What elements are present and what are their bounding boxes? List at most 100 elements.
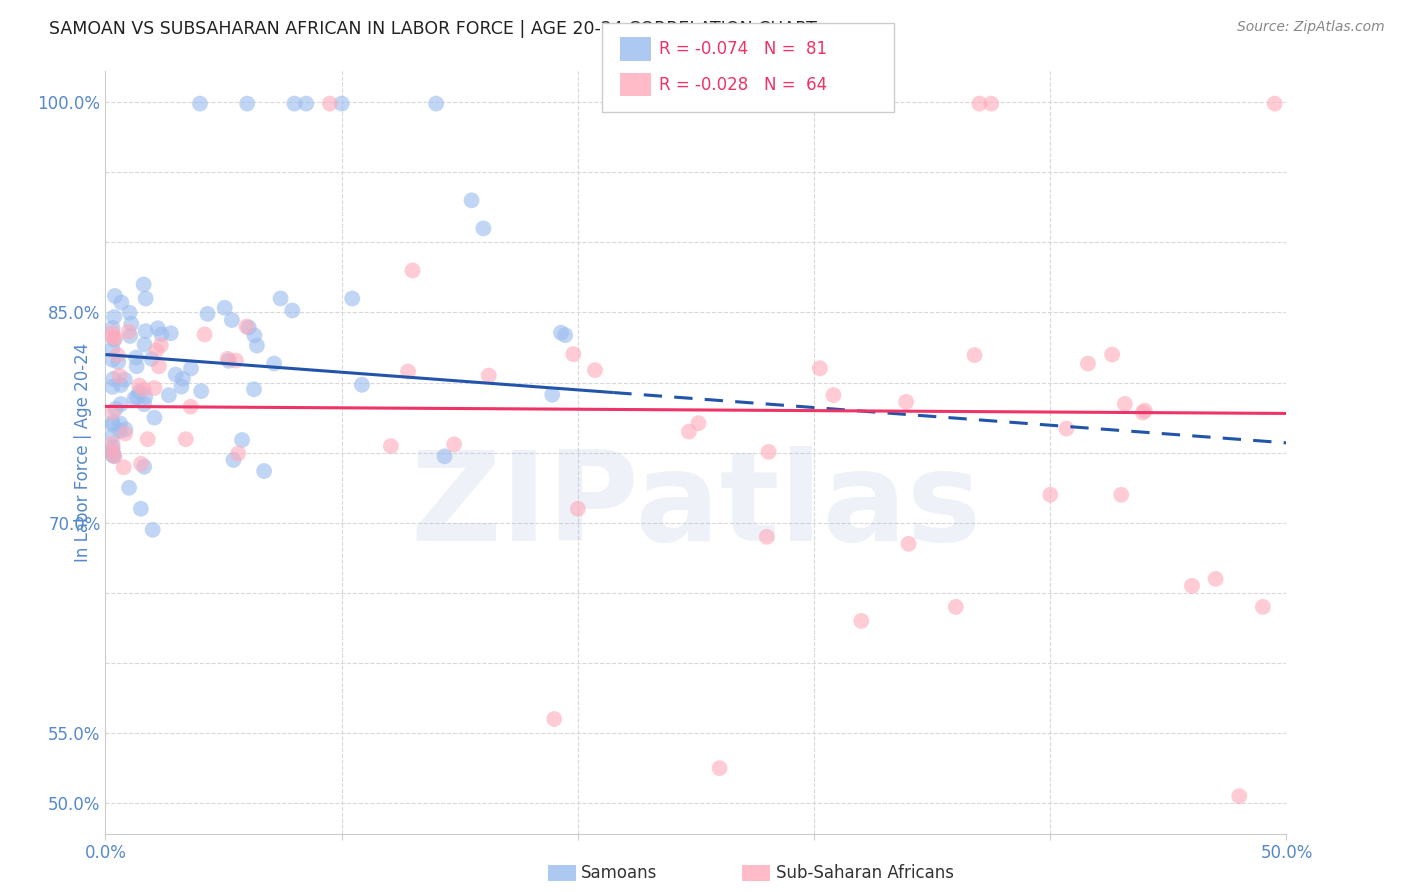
- Point: [319, 96, 342, 111]
- Point: [541, 388, 564, 402]
- Point: [1227, 789, 1250, 804]
- Point: [342, 292, 364, 306]
- Point: [101, 352, 124, 367]
- Text: ZIPatlas: ZIPatlas: [411, 446, 981, 566]
- Point: [1077, 357, 1099, 371]
- Point: [134, 390, 156, 404]
- Point: [141, 351, 163, 366]
- Point: [125, 391, 148, 405]
- Text: Source: ZipAtlas.com: Source: ZipAtlas.com: [1237, 20, 1385, 34]
- Point: [148, 359, 170, 374]
- Point: [132, 277, 155, 292]
- Point: [851, 614, 873, 628]
- Point: [380, 439, 402, 453]
- Point: [101, 326, 124, 340]
- Point: [969, 96, 991, 111]
- Point: [128, 385, 150, 400]
- Text: R = -0.028   N =  64: R = -0.028 N = 64: [659, 76, 828, 94]
- Point: [554, 328, 576, 343]
- Point: [101, 440, 124, 454]
- Point: [897, 537, 920, 551]
- Point: [755, 530, 778, 544]
- Point: [125, 359, 148, 374]
- Point: [396, 365, 419, 379]
- Point: [101, 445, 124, 459]
- Point: [103, 372, 125, 386]
- Point: [101, 444, 124, 458]
- Point: [238, 320, 260, 334]
- Text: Sub-Saharan Africans: Sub-Saharan Africans: [776, 864, 955, 882]
- Point: [170, 379, 193, 393]
- Point: [330, 96, 353, 111]
- Text: R = -0.074   N =  81: R = -0.074 N = 81: [659, 40, 828, 58]
- Point: [401, 263, 423, 277]
- Point: [136, 432, 159, 446]
- Point: [478, 368, 501, 383]
- Point: [134, 459, 156, 474]
- Point: [101, 429, 124, 443]
- Point: [823, 388, 845, 402]
- Point: [180, 400, 202, 414]
- Point: [218, 353, 240, 368]
- Point: [1133, 403, 1156, 417]
- Point: [894, 395, 917, 409]
- Point: [197, 307, 219, 321]
- Point: [217, 351, 239, 366]
- Point: [103, 333, 125, 347]
- Point: [1251, 599, 1274, 614]
- Point: [235, 319, 257, 334]
- Point: [135, 292, 157, 306]
- Point: [143, 410, 166, 425]
- Point: [129, 457, 152, 471]
- Point: [101, 416, 124, 430]
- Point: [134, 337, 156, 351]
- Point: [188, 96, 211, 111]
- Point: [236, 96, 259, 111]
- Point: [110, 295, 132, 310]
- Point: [350, 377, 373, 392]
- Point: [114, 426, 136, 441]
- Point: [1039, 488, 1062, 502]
- Point: [225, 353, 247, 368]
- Point: [980, 96, 1002, 111]
- Point: [222, 453, 245, 467]
- Point: [101, 417, 124, 432]
- Point: [117, 325, 139, 339]
- Point: [101, 405, 124, 419]
- Point: [108, 417, 131, 431]
- Point: [709, 761, 731, 775]
- Point: [270, 292, 292, 306]
- Point: [146, 321, 169, 335]
- Point: [174, 432, 197, 446]
- Point: [118, 306, 141, 320]
- Point: [112, 460, 135, 475]
- Point: [460, 194, 482, 208]
- Point: [104, 331, 127, 345]
- Point: [194, 327, 217, 342]
- Point: [120, 329, 142, 343]
- Point: [101, 330, 124, 344]
- Point: [562, 347, 585, 361]
- Point: [688, 416, 710, 430]
- Y-axis label: In Labor Force | Age 20-24: In Labor Force | Age 20-24: [73, 343, 91, 562]
- Point: [101, 321, 124, 335]
- Point: [108, 368, 131, 383]
- Point: [243, 328, 266, 343]
- Point: [945, 599, 967, 614]
- Point: [101, 448, 124, 462]
- Point: [758, 445, 780, 459]
- Point: [142, 523, 165, 537]
- Point: [425, 96, 447, 111]
- Point: [543, 712, 565, 726]
- Point: [150, 327, 173, 342]
- Point: [129, 501, 152, 516]
- Point: [226, 446, 249, 460]
- Point: [231, 433, 253, 447]
- Point: [103, 310, 125, 324]
- Point: [160, 326, 183, 341]
- Point: [114, 422, 136, 436]
- Point: [1132, 405, 1154, 419]
- Point: [125, 351, 148, 365]
- Point: [165, 368, 187, 382]
- Point: [443, 437, 465, 451]
